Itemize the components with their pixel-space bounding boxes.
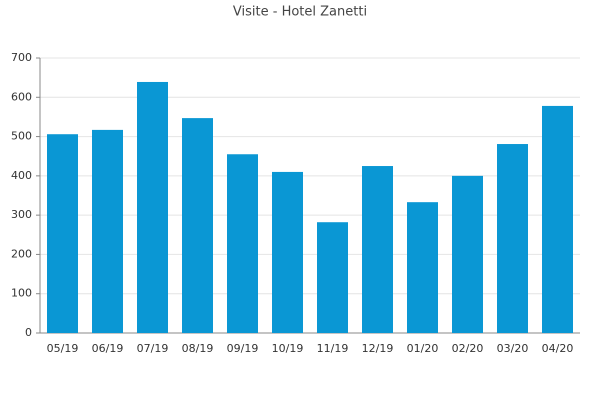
bar xyxy=(362,166,393,333)
bar xyxy=(182,118,213,333)
x-tick-label: 06/19 xyxy=(92,342,124,355)
bar xyxy=(542,105,573,333)
y-tick-label: 400 xyxy=(11,169,32,182)
bar xyxy=(227,154,258,333)
x-tick-label: 01/20 xyxy=(407,342,439,355)
y-tick-label: 200 xyxy=(11,247,32,260)
bar xyxy=(137,81,168,333)
x-tick-label: 12/19 xyxy=(362,342,394,355)
bar xyxy=(452,175,483,333)
y-tick-label: 500 xyxy=(11,130,32,143)
x-tick-label: 03/20 xyxy=(497,342,529,355)
y-tick-label: 0 xyxy=(25,326,32,339)
bar xyxy=(92,129,123,333)
y-tick-label: 600 xyxy=(11,90,32,103)
x-tick-label: 07/19 xyxy=(137,342,169,355)
bar xyxy=(317,222,348,333)
y-tick-label: 300 xyxy=(11,208,32,221)
y-tick-label: 100 xyxy=(11,287,32,300)
x-tick-label: 10/19 xyxy=(272,342,304,355)
x-tick-label: 09/19 xyxy=(227,342,259,355)
bar xyxy=(47,134,78,333)
x-tick-label: 08/19 xyxy=(182,342,214,355)
x-tick-label: 11/19 xyxy=(317,342,349,355)
bar xyxy=(272,171,303,333)
x-tick-label: 02/20 xyxy=(452,342,484,355)
y-tick-label: 700 xyxy=(11,51,32,64)
bar xyxy=(497,144,528,333)
bar xyxy=(407,202,438,333)
x-tick-label: 05/19 xyxy=(47,342,79,355)
x-tick-label: 04/20 xyxy=(542,342,574,355)
chart-title: Visite - Hotel Zanetti xyxy=(233,5,367,20)
